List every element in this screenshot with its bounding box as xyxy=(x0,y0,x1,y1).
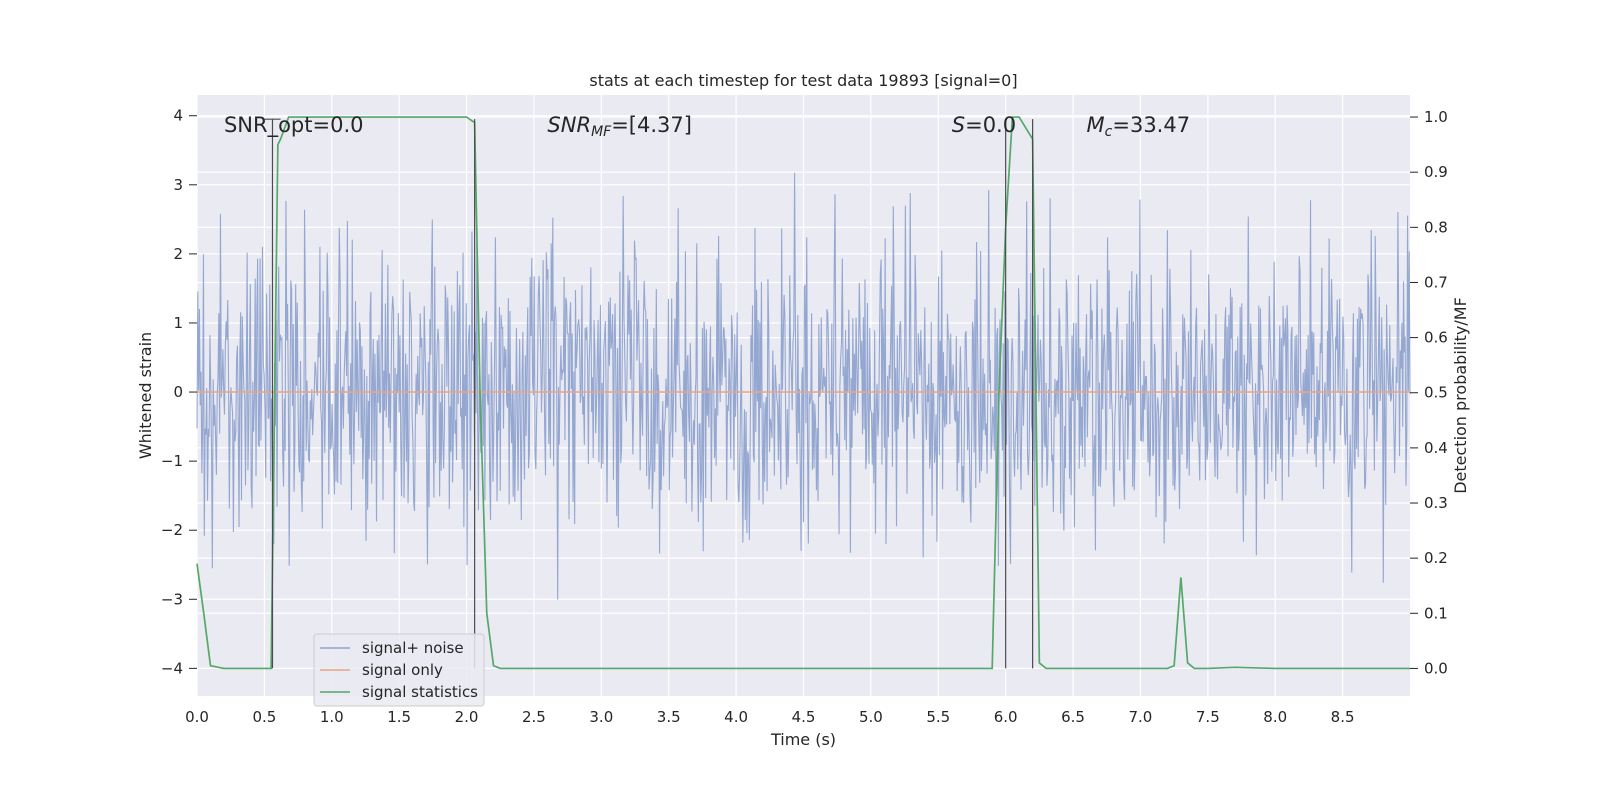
chart-title: stats at each timestep for test data 198… xyxy=(589,71,1017,90)
x-tick-label: 2.5 xyxy=(522,708,546,726)
y-right-tick-label: 0.1 xyxy=(1424,604,1448,622)
x-tick-label: 7.0 xyxy=(1129,708,1153,726)
y-left-tick-label: 2 xyxy=(173,245,183,263)
y-right-tick-label: 0.4 xyxy=(1424,439,1448,457)
x-tick-label: 6.5 xyxy=(1061,708,1085,726)
y-left-tick-label: −3 xyxy=(161,590,183,608)
y-right-tick-label: 0.7 xyxy=(1424,273,1448,291)
x-tick-label: 0.0 xyxy=(185,708,209,726)
series-lines xyxy=(196,116,1410,670)
x-tick-label: 0.5 xyxy=(252,708,276,726)
legend: signal+ noise signal only signal statist… xyxy=(313,633,485,707)
annotation-3: S=0.0 xyxy=(952,113,1016,137)
y-left-tick-label: 1 xyxy=(173,314,183,332)
x-tick-label: 7.5 xyxy=(1196,708,1220,726)
annotations: SNR_opt=0.0 SNRMF=[4.37] S=0.0 Mc=33.47 xyxy=(224,113,1190,140)
legend-label-signal-statistics: signal statistics xyxy=(362,683,478,701)
x-tick-label: 4.5 xyxy=(792,708,816,726)
x-tick-label: 1.0 xyxy=(320,708,344,726)
y-right-tick-label: 0.6 xyxy=(1424,329,1448,347)
y-left-tick-label: −4 xyxy=(161,659,183,677)
series-signal-noise xyxy=(196,172,1411,600)
x-tick-label: 2.0 xyxy=(455,708,479,726)
x-tick-label: 6.0 xyxy=(994,708,1018,726)
annotation-2: SNRMF=[4.37] xyxy=(547,113,692,140)
y-right-tick-label: 0.3 xyxy=(1424,494,1448,512)
y-left-tick-label: −2 xyxy=(161,521,183,539)
y-right-tick-label: 0.8 xyxy=(1424,218,1448,236)
vertical-markers xyxy=(264,118,1034,669)
y-right-tick-label: 0.5 xyxy=(1424,384,1448,402)
x-tick-label: 5.0 xyxy=(859,708,883,726)
y-right-tick-label: 0.9 xyxy=(1424,163,1448,181)
y-left-tick-label: 4 xyxy=(173,107,183,125)
y-left-tick-label: 0 xyxy=(173,383,183,401)
x-tick-label: 1.5 xyxy=(387,708,411,726)
x-tick-label: 8.0 xyxy=(1263,708,1287,726)
x-tick-label: 3.0 xyxy=(589,708,613,726)
annotation-4: Mc=33.47 xyxy=(1087,113,1191,140)
x-axis-label: Time (s) xyxy=(770,730,836,749)
y-axis-right-label: Detection probability/MF xyxy=(1451,297,1470,494)
legend-label-signal-only: signal only xyxy=(362,661,443,679)
x-tick-label: 5.5 xyxy=(926,708,950,726)
annotation-1: SNR_opt=0.0 xyxy=(224,113,364,138)
signal-statistics-line xyxy=(196,116,1410,670)
legend-box xyxy=(313,633,485,707)
x-tick-label: 4.0 xyxy=(724,708,748,726)
y-right-tick-label: 0.0 xyxy=(1424,659,1448,677)
axes: 0.0 0.5 1.0 1.5 2.0 2.5 3.0 3.5 4.0 4.5 5.0 5.5 6.0 6… xyxy=(161,107,1448,726)
y-right-tick-label: 0.2 xyxy=(1424,549,1448,567)
x-tick-label: 3.5 xyxy=(657,708,681,726)
signal-noise-line xyxy=(196,172,1411,600)
y-right-tick-label: 1.0 xyxy=(1424,108,1448,126)
y-left-tick-label: 3 xyxy=(173,176,183,194)
y-left-tick-label: −1 xyxy=(161,452,183,470)
legend-label-signal-noise: signal+ noise xyxy=(362,639,464,657)
y-axis-left-label: Whitened strain xyxy=(136,332,155,459)
x-tick-label: 8.5 xyxy=(1331,708,1355,726)
